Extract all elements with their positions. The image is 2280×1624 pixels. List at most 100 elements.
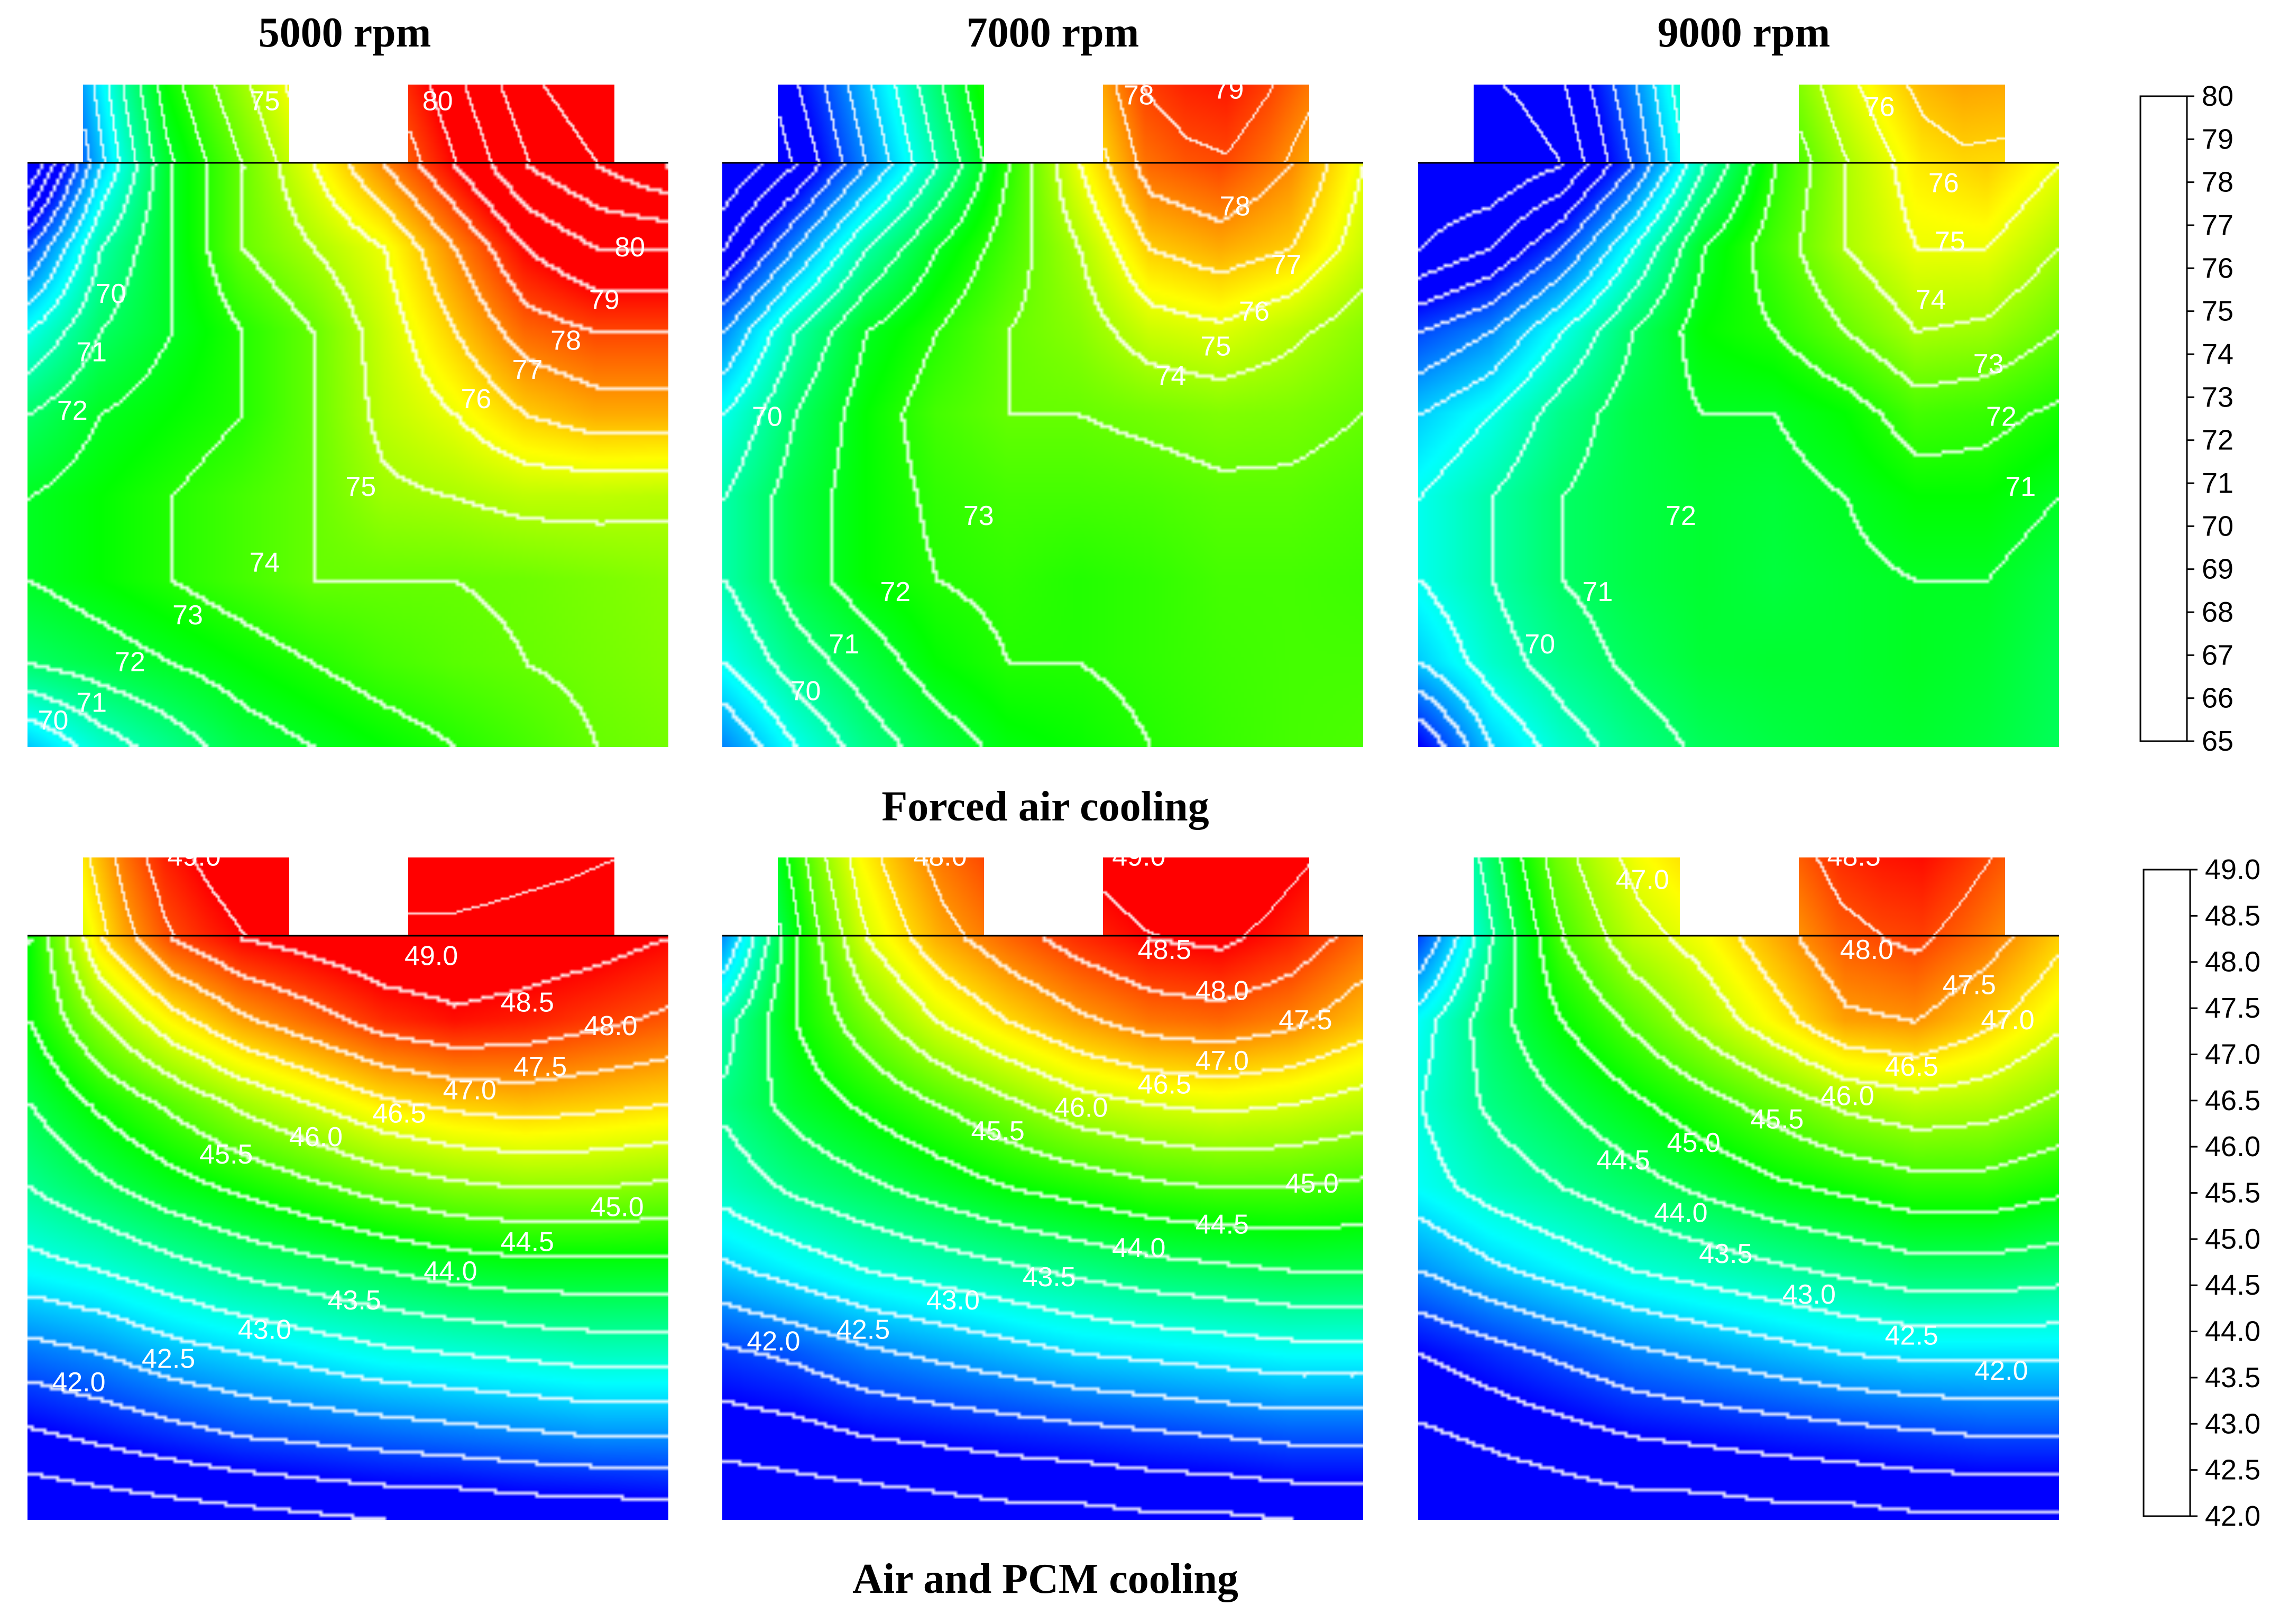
contour-label: 48.5 — [1138, 935, 1191, 965]
colorbar-tick-label: 79 — [2202, 123, 2233, 155]
contour-label: 44.0 — [1654, 1197, 1707, 1228]
contour-label: 45.0 — [590, 1192, 643, 1222]
component-tab — [778, 85, 984, 163]
contour-label: 47.0 — [1196, 1046, 1249, 1076]
contour-label: 75 — [1200, 331, 1231, 362]
contour-label: 48.0 — [913, 841, 967, 872]
contour-label: 46.5 — [1885, 1051, 1938, 1082]
colorbar-tick-label: 75 — [2202, 296, 2233, 327]
contour-label: 70 — [1524, 629, 1555, 660]
contour-label: 72 — [880, 577, 911, 607]
contour-label: 43.5 — [1023, 1262, 1076, 1293]
colorbar-tick-label: 44.0 — [2205, 1316, 2260, 1348]
contour-label: 79 — [1213, 74, 1244, 105]
contour-label: 70 — [96, 279, 126, 309]
contour-label: 71 — [829, 629, 859, 660]
colorbar-tick-label: 45.0 — [2205, 1223, 2260, 1255]
temperature-field — [722, 936, 1363, 1520]
contour-label: 45.5 — [971, 1116, 1025, 1147]
colorbar-tick-label: 42.0 — [2205, 1500, 2260, 1532]
colorbar-tick-label: 68 — [2202, 596, 2233, 628]
contour-label: 70 — [790, 676, 821, 707]
colorbar-tick-label: 77 — [2202, 209, 2233, 241]
contour-label: 80 — [422, 86, 453, 117]
component-tab — [1799, 857, 2005, 936]
contour-label: 75 — [345, 472, 376, 502]
contour-label: 48.0 — [584, 1011, 637, 1041]
component-tab — [83, 85, 289, 163]
contour-label: 77 — [1271, 250, 1302, 280]
contour-label: 42.0 — [747, 1326, 800, 1357]
contour-label: 72 — [57, 395, 88, 426]
contour-label: 45.0 — [1285, 1168, 1338, 1199]
contour-label: 47.5 — [1943, 970, 1996, 1001]
colorbar-tick-label: 71 — [2202, 467, 2233, 499]
contour-label: 44.5 — [501, 1227, 554, 1258]
contour-label: 76 — [1928, 168, 1959, 198]
contour-label: 80 — [614, 232, 645, 263]
contour-label: 42.5 — [836, 1314, 890, 1345]
contour-label: 45.5 — [199, 1139, 253, 1170]
component-tab — [1474, 85, 1680, 163]
contour-label: 76 — [461, 384, 491, 414]
contour-label: 73 — [172, 600, 203, 631]
colorbar-tick-label: 65 — [2202, 725, 2233, 757]
contour-label: 49.0 — [1112, 841, 1165, 872]
colorbar-tick-label: 67 — [2202, 639, 2233, 671]
temperature-field — [27, 163, 668, 747]
colorbar-gradient — [2139, 95, 2188, 742]
contour-label: 44.0 — [424, 1256, 477, 1287]
colorbar-tick-label: 47.5 — [2205, 992, 2260, 1024]
temperature-field — [27, 936, 668, 1520]
contour-label: 46.5 — [372, 1099, 426, 1129]
colorbar-air-pcm: 49.0 48.5 48.0 47.5 47.0 46.5 46.0 45.5 45.0 44.5… — [2143, 854, 2260, 1532]
contour-label: 44.0 — [1112, 1233, 1165, 1263]
contour-label: 44.5 — [1196, 1210, 1249, 1240]
component-tab — [778, 857, 984, 936]
contour-label: 71 — [76, 337, 107, 368]
contour-label: 42.5 — [1885, 1321, 1938, 1351]
component-tab — [1103, 85, 1309, 163]
component-tab — [408, 857, 614, 936]
contour-label: 71 — [76, 688, 107, 718]
temperature-field — [1418, 163, 2059, 747]
row-title-air-pcm: Air and PCM cooling — [852, 1556, 1238, 1602]
colorbar-tick-label: 76 — [2202, 252, 2233, 284]
contour-label: 76 — [1864, 92, 1895, 123]
contour-label: 48.0 — [1840, 935, 1893, 965]
contour-label: 47.5 — [513, 1051, 567, 1082]
contour-label: 79 — [589, 284, 620, 315]
contour-label: 74 — [250, 548, 280, 578]
contour-label: 73 — [963, 501, 994, 531]
contour-label: 46.0 — [289, 1122, 343, 1152]
contour-label: 76 — [1239, 296, 1270, 327]
colorbar-tick-label: 80 — [2202, 80, 2233, 112]
contour-label: 47.0 — [1616, 865, 1669, 896]
heatmap-panel: 47.0 48.5 48.0 47.5 47.0 46.5 46.0 45.5 45.0 44.5… — [1418, 841, 2059, 1520]
colorbar-tick-label: 48.5 — [2205, 900, 2260, 931]
component-tab — [1474, 857, 1680, 936]
temperature-field — [722, 163, 1363, 747]
contour-label: 72 — [1666, 501, 1696, 531]
contour-label: 70 — [752, 401, 783, 432]
contour-label: 70 — [38, 705, 69, 736]
column-title-7000: 7000 rpm — [967, 10, 1139, 56]
colorbar-tick-label: 45.5 — [2205, 1177, 2260, 1209]
row-title-forced-air: Forced air cooling — [881, 783, 1209, 830]
contour-label: 47.0 — [1981, 1005, 2034, 1036]
contour-label: 48.5 — [1827, 841, 1881, 872]
colorbar-tick-label: 73 — [2202, 381, 2233, 413]
colorbar-tick-label: 46.0 — [2205, 1131, 2260, 1162]
colorbar-tick-label: 48.0 — [2205, 946, 2260, 978]
colorbar-tick-label: 49.0 — [2205, 854, 2260, 885]
colorbar-tick-label: 42.5 — [2205, 1454, 2260, 1486]
contour-label: 74 — [1155, 361, 1186, 391]
heatmap-panel: 48.0 49.048.548.047.547.046.546.045.545.0… — [722, 841, 1363, 1520]
contour-label: 43.0 — [238, 1314, 291, 1345]
contour-label: 43.0 — [926, 1285, 980, 1316]
contour-label: 43.5 — [1699, 1239, 1752, 1269]
colorbar-tick-label: 78 — [2202, 167, 2233, 198]
contour-label: 74 — [1916, 284, 1946, 315]
